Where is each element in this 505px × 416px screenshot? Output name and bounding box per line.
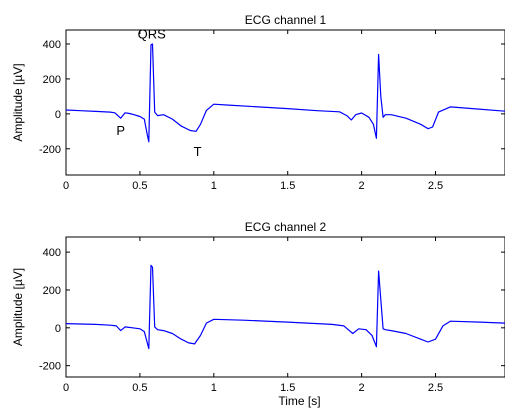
ch2-y-tick-label: 400 bbox=[43, 247, 61, 259]
ch1-annotation-t: T bbox=[194, 144, 202, 159]
ch1-x-tick-label: 2 bbox=[359, 180, 365, 192]
ch2-x-tick-label: 1 bbox=[211, 382, 217, 394]
ch2-x-tick-label: 0.5 bbox=[132, 382, 147, 394]
ch2-y-tick-label: 0 bbox=[55, 323, 61, 335]
ch1-ecg-trace bbox=[65, 43, 505, 143]
ch1-x-tick-label: 0 bbox=[63, 180, 69, 192]
ch1-chart-title: ECG channel 1 bbox=[245, 13, 327, 27]
ch1-y-tick-label: 200 bbox=[43, 74, 61, 86]
ch1-plot-frame bbox=[65, 29, 505, 176]
ch2-plot-frame bbox=[65, 236, 505, 378]
ch2-x-tick-label: 0 bbox=[63, 382, 69, 394]
ch1-annotation-p: P bbox=[116, 123, 125, 138]
ch2-ecg-trace bbox=[65, 264, 505, 350]
ch1-y-tick-label: 400 bbox=[43, 39, 61, 51]
ch1-y-tick-label: -200 bbox=[39, 144, 61, 156]
ch2-x-tick-label: 2.5 bbox=[428, 382, 443, 394]
ch1-x-tick-label: 2.5 bbox=[428, 180, 443, 192]
ch1-x-tick-label: 0.5 bbox=[132, 180, 147, 192]
ch1-x-tick-label: 1.5 bbox=[280, 180, 295, 192]
ch1-x-tick-label: 1 bbox=[211, 180, 217, 192]
ch2-y-axis-label: Amplitude [µV] bbox=[11, 268, 25, 346]
ch2-chart-title: ECG channel 2 bbox=[245, 220, 327, 234]
ch2-y-tick-label: 200 bbox=[43, 285, 61, 297]
ch1-y-tick-label: 0 bbox=[55, 109, 61, 121]
ch2-x-axis-label: Time [s] bbox=[278, 394, 320, 408]
ch1-annotation-qrs: QRS bbox=[138, 27, 167, 42]
ch2-x-tick-label: 1.5 bbox=[280, 382, 295, 394]
ch1-y-axis-label: Amplitude [µV] bbox=[11, 63, 25, 141]
ch2-y-tick-label: -200 bbox=[39, 361, 61, 373]
ch2-x-tick-label: 2 bbox=[359, 382, 365, 394]
